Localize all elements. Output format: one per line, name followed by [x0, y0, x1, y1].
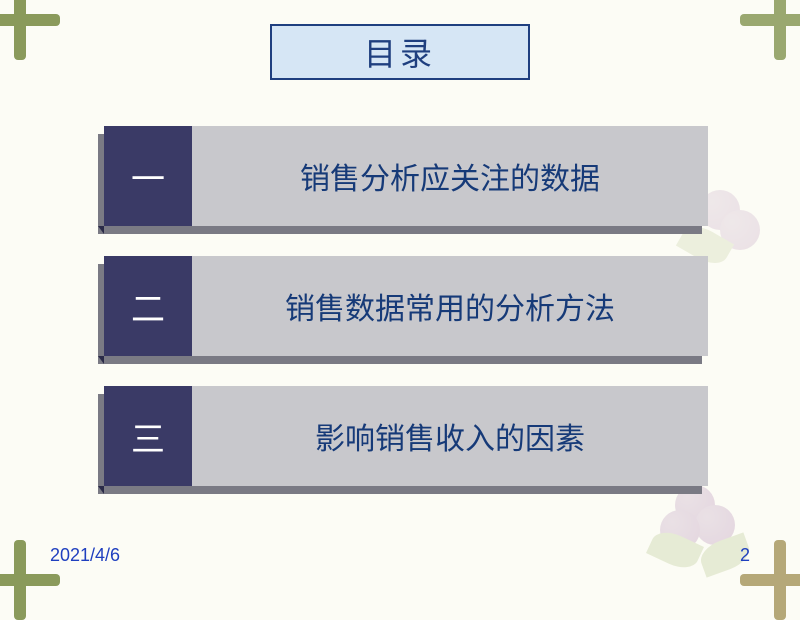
- toc-item-text: 销售数据常用的分析方法: [285, 284, 615, 328]
- toc-item: 一 销售分析应关注的数据: [98, 126, 708, 232]
- footer-date: 2021/4/6: [50, 545, 120, 566]
- toc-item: 二 销售数据常用的分析方法: [98, 256, 708, 362]
- toc-item-text: 销售分析应关注的数据: [300, 154, 600, 198]
- toc-item-number-block: 一: [104, 126, 192, 226]
- toc-item-number: 三: [131, 412, 165, 461]
- item-corner-left: [98, 356, 104, 364]
- item-corner-left: [98, 486, 104, 494]
- toc-item-number: 二: [131, 282, 165, 331]
- corner-decoration-tl: [0, 0, 60, 60]
- slide-title-box: 目录: [270, 24, 530, 80]
- footer-page-number: 2: [740, 545, 750, 566]
- corner-decoration-tr: [740, 0, 800, 60]
- toc-item-number: 一: [131, 152, 165, 201]
- slide-title-text: 目录: [364, 29, 436, 75]
- toc-item-number-block: 二: [104, 256, 192, 356]
- toc-list: 一 销售分析应关注的数据 二 销售数据常用的分析方法 三 影响销售收入的因素: [98, 126, 708, 516]
- item-corner-left: [98, 226, 104, 234]
- toc-item-text-block: 销售分析应关注的数据: [192, 126, 708, 226]
- toc-item: 三 影响销售收入的因素: [98, 386, 708, 492]
- toc-item-number-block: 三: [104, 386, 192, 486]
- toc-item-text: 影响销售收入的因素: [315, 414, 585, 458]
- toc-item-text-block: 影响销售收入的因素: [192, 386, 708, 486]
- toc-item-text-block: 销售数据常用的分析方法: [192, 256, 708, 356]
